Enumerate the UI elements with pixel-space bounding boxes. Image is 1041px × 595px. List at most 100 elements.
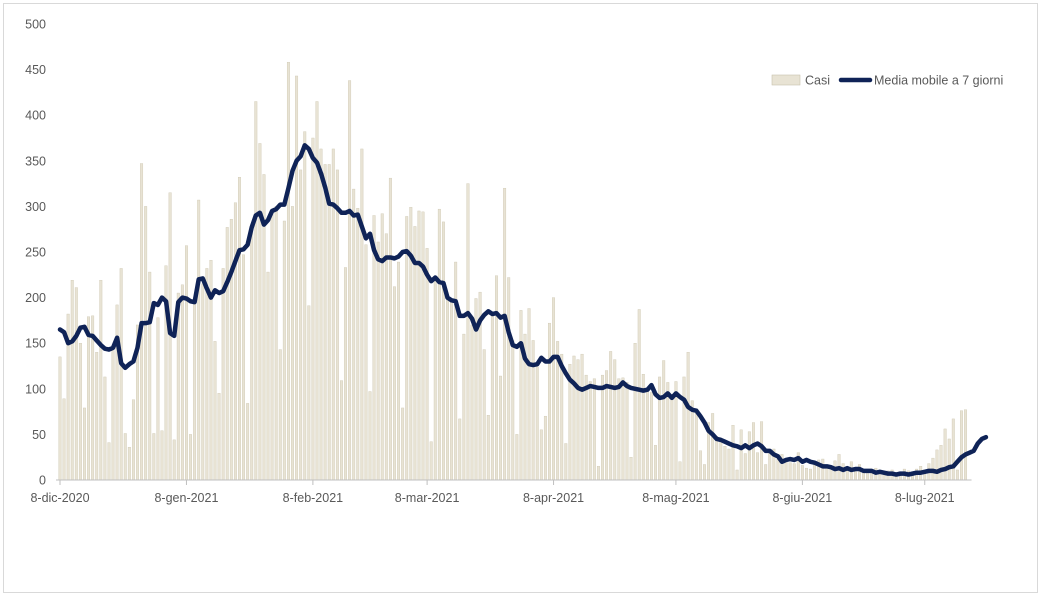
bar-casi: [115, 304, 119, 481]
bar-casi: [360, 148, 364, 481]
x-tick-label: 8-feb-2021: [283, 491, 344, 505]
bar-casi: [356, 208, 360, 481]
bar-casi: [131, 399, 135, 481]
bar-casi: [939, 445, 943, 481]
bar-casi: [303, 131, 307, 481]
bar-casi: [417, 210, 421, 481]
bar-casi: [609, 351, 613, 481]
bar-casi: [694, 408, 698, 481]
bar-casi: [470, 324, 474, 481]
bar-casi: [564, 443, 568, 481]
bar-casi: [454, 261, 458, 481]
bar-casi: [658, 376, 662, 481]
bar-casi: [421, 211, 425, 481]
bar-casi: [405, 216, 409, 481]
bar-casi: [682, 376, 686, 481]
bar-casi: [307, 305, 311, 481]
bar-casi: [278, 349, 282, 481]
bar-casi: [727, 448, 731, 481]
bar-casi: [74, 287, 78, 481]
bar-casi: [327, 164, 331, 481]
bar-casi: [95, 352, 99, 481]
bar-casi: [189, 434, 192, 481]
bar-casi: [690, 400, 694, 481]
bar-casi: [760, 421, 764, 481]
bar-casi: [527, 308, 531, 481]
bar-casi: [784, 461, 788, 481]
bar-casi: [588, 381, 592, 481]
x-tick-label: 8-dic-2020: [30, 491, 89, 505]
bar-casi: [282, 220, 286, 481]
y-tick-label: 100: [25, 382, 46, 396]
bar-casi: [654, 445, 657, 481]
y-tick-label: 400: [25, 109, 46, 123]
x-tick-label: 8-mag-2021: [642, 491, 709, 505]
bar-casi: [83, 407, 86, 481]
y-tick-label: 300: [25, 200, 46, 214]
bar-casi: [584, 374, 588, 481]
bar-casi: [274, 206, 278, 481]
bar-casi: [507, 277, 511, 481]
bar-casi: [800, 465, 804, 481]
bar-casi: [821, 458, 825, 481]
moving-average-line: [57, 143, 989, 477]
bar-casi: [323, 164, 327, 481]
bar-casi: [344, 267, 347, 481]
bar-casi: [670, 394, 674, 481]
bar-casi: [698, 450, 702, 481]
bar-casi: [172, 439, 176, 481]
bar-casi: [299, 169, 303, 481]
bar-casi: [882, 474, 886, 481]
bar-casi: [152, 433, 156, 481]
bar-casi: [384, 233, 388, 481]
bar-casi: [870, 472, 874, 481]
bar-casi: [270, 210, 274, 481]
bar-casi: [543, 415, 547, 481]
x-tick-label: 8-lug-2021: [895, 491, 955, 505]
y-tick-label: 50: [32, 428, 46, 442]
y-tick-label: 450: [25, 63, 46, 77]
bar-casi: [311, 137, 315, 481]
bar-casi: [193, 297, 197, 481]
bar-casi: [539, 429, 543, 481]
bar-casi: [458, 418, 462, 481]
bar-casi: [960, 410, 963, 481]
bar-casi: [197, 199, 201, 481]
bar-casi: [535, 366, 539, 481]
bar-casi: [515, 434, 519, 481]
bar-casi: [751, 422, 755, 481]
bar-casi: [213, 341, 217, 481]
y-tick-label: 0: [39, 474, 46, 488]
bar-casi: [792, 463, 796, 481]
bar-casi: [246, 403, 250, 481]
bar-casi: [266, 271, 270, 481]
bar-casi: [662, 360, 666, 481]
y-tick-label: 250: [25, 246, 46, 260]
bar-casi: [519, 310, 523, 481]
bar-casi: [613, 359, 617, 481]
y-tick-label: 200: [25, 291, 46, 305]
bar-casi: [739, 429, 743, 481]
bar-casi: [409, 207, 413, 481]
bar-casi: [596, 466, 600, 481]
bar-casi: [58, 356, 62, 481]
bar-casi: [466, 183, 470, 481]
bar-casi: [425, 248, 429, 481]
bar-casi: [711, 413, 715, 481]
bar-casi: [747, 431, 751, 481]
x-tick-label: 8-mar-2021: [395, 491, 460, 505]
bar-casi: [617, 378, 621, 481]
bar-casi: [217, 393, 221, 481]
bar-casi: [743, 453, 747, 481]
bar-casi: [242, 254, 245, 481]
bar-casi: [91, 315, 95, 481]
bar-casi: [229, 218, 233, 481]
bar-casi: [490, 315, 494, 481]
bar-casi: [254, 101, 258, 481]
bar-casi: [429, 441, 433, 481]
bar-casi: [156, 317, 160, 481]
bar-casi: [127, 446, 131, 481]
bar-casi: [719, 439, 723, 481]
bar-casi: [368, 391, 372, 481]
bar-casi: [560, 353, 564, 481]
